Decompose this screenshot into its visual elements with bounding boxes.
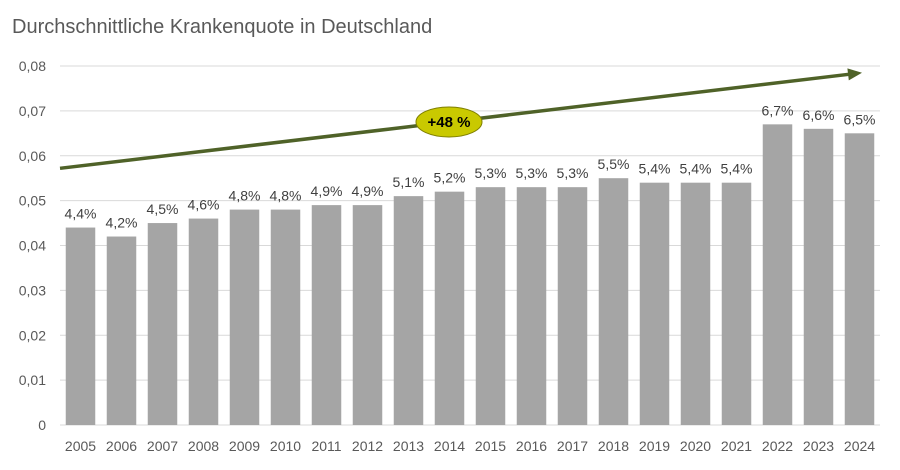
bar-2020 xyxy=(680,182,711,425)
x-tick-label: 2023 xyxy=(803,438,834,454)
data-label: 4,6% xyxy=(188,197,220,213)
bar-2014 xyxy=(434,191,465,425)
y-tick-label: 0 xyxy=(38,417,46,433)
data-label: 6,6% xyxy=(803,107,835,123)
x-tick-label: 2012 xyxy=(352,438,383,454)
data-labels: 4,4% 4,2% 4,5% 4,6% 4,8% 4,8% 4,9% 4,9% 5,1% 5,2%… xyxy=(65,102,876,230)
bar-2018 xyxy=(598,178,629,425)
data-label: 6,5% xyxy=(844,111,876,127)
trend-arrow: +48 % xyxy=(59,68,862,171)
data-label: 5,4% xyxy=(639,161,671,177)
bar-2006 xyxy=(106,236,137,425)
data-label: 5,3% xyxy=(475,165,507,181)
data-label: 4,4% xyxy=(65,206,97,222)
y-tick-label: 0,05 xyxy=(19,193,46,209)
x-tick-label: 2015 xyxy=(475,438,506,454)
bar-2013 xyxy=(393,196,424,425)
y-tick-label: 0,03 xyxy=(19,282,46,298)
x-tick-label: 2017 xyxy=(557,438,588,454)
x-tick-label: 2014 xyxy=(434,438,465,454)
data-label: 4,2% xyxy=(106,215,138,231)
x-tick-label: 2007 xyxy=(147,438,178,454)
trend-arrowhead xyxy=(847,68,862,81)
x-tick-label: 2021 xyxy=(721,438,752,454)
x-tick-label: 2019 xyxy=(639,438,670,454)
bar-2021 xyxy=(721,182,752,425)
data-label: 4,9% xyxy=(311,183,343,199)
bar-2023 xyxy=(803,128,834,425)
data-label: 4,9% xyxy=(352,183,384,199)
y-tick-label: 0,04 xyxy=(19,238,46,254)
chart-title: Durchschnittliche Krankenquote in Deutsc… xyxy=(12,16,433,38)
bar-2010 xyxy=(270,209,301,425)
x-tick-label: 2005 xyxy=(65,438,96,454)
bar-2011 xyxy=(311,205,342,425)
y-tick-label: 0,02 xyxy=(19,327,46,343)
data-label: 6,7% xyxy=(762,102,794,118)
x-tick-label: 2018 xyxy=(598,438,629,454)
bar-2022 xyxy=(762,124,793,426)
y-tick-label: 0,08 xyxy=(19,58,46,74)
data-label: 5,3% xyxy=(516,165,548,181)
x-tick-label: 2006 xyxy=(106,438,137,454)
x-tick-label: 2011 xyxy=(311,438,341,454)
bar-2019 xyxy=(639,182,670,425)
bar-2016 xyxy=(516,187,547,425)
data-label: 5,5% xyxy=(598,156,630,172)
bar-2009 xyxy=(229,209,260,425)
y-axis-ticks: 0 0,01 0,02 0,03 0,04 0,05 0,06 0,07 0,08 xyxy=(19,58,46,433)
x-tick-label: 2013 xyxy=(393,438,424,454)
data-label: 4,8% xyxy=(229,188,261,204)
x-tick-label: 2009 xyxy=(229,438,260,454)
bar-2015 xyxy=(475,187,506,425)
bar-2024 xyxy=(844,133,875,425)
annotation-badge xyxy=(415,106,483,138)
x-axis-ticks: 2005 2006 2007 2008 2009 2010 2011 2012 2013 2014… xyxy=(65,438,875,454)
data-label: 4,5% xyxy=(147,201,179,217)
x-tick-label: 2016 xyxy=(516,438,547,454)
data-label: 5,1% xyxy=(393,174,425,190)
x-tick-label: 2020 xyxy=(680,438,711,454)
bar-2005 xyxy=(65,227,96,425)
x-tick-label: 2022 xyxy=(762,438,793,454)
x-tick-label: 2008 xyxy=(188,438,219,454)
x-tick-label: 2024 xyxy=(844,438,875,454)
data-label: 5,4% xyxy=(721,161,753,177)
bar-2007 xyxy=(147,223,178,425)
x-tick-label: 2010 xyxy=(270,438,301,454)
data-label: 5,3% xyxy=(557,165,589,181)
bar-2008 xyxy=(188,218,219,425)
bar-2012 xyxy=(352,205,383,425)
data-label: 5,2% xyxy=(434,170,466,186)
bars xyxy=(65,124,875,426)
y-tick-label: 0,01 xyxy=(19,372,46,388)
data-label: 5,4% xyxy=(680,161,712,177)
data-label: 4,8% xyxy=(270,188,302,204)
annotation-text: +48 % xyxy=(428,114,471,131)
y-tick-label: 0,06 xyxy=(19,148,46,164)
y-tick-label: 0,07 xyxy=(19,103,46,119)
bar-2017 xyxy=(557,187,588,425)
